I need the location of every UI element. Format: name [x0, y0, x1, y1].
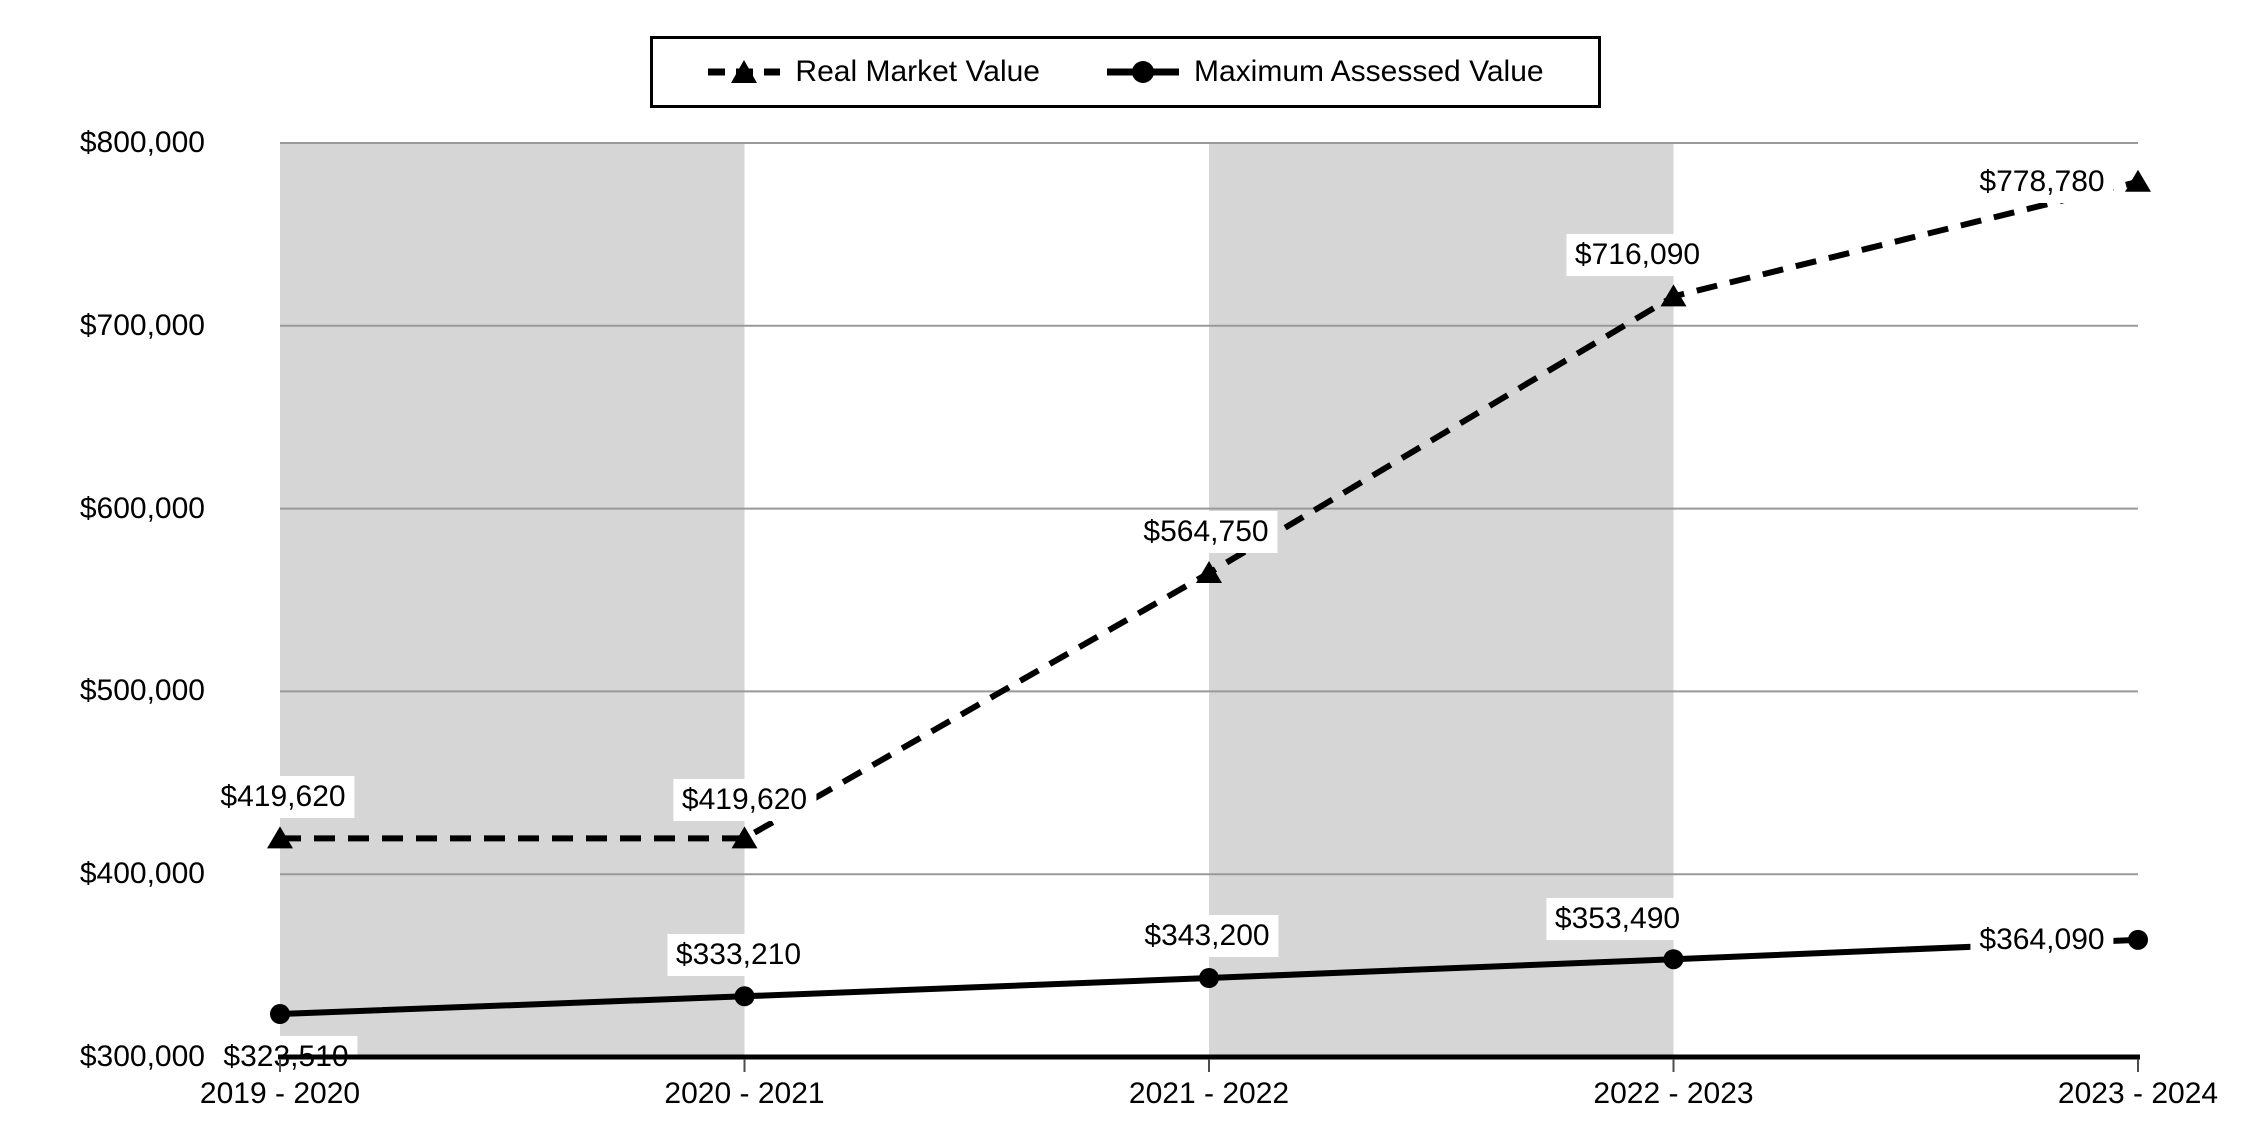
- y-axis-label: $400,000: [79, 857, 205, 891]
- x-axis-label: 2019 - 2020: [199, 1077, 361, 1110]
- legend-label-real-market-value: Real Market Value: [795, 55, 1040, 88]
- circle-marker: [270, 1004, 290, 1025]
- data-label-real-market-value: $419,620: [672, 779, 817, 822]
- data-label-maximum-assessed-value: $343,200: [1135, 915, 1279, 958]
- y-axis-label: $700,000: [79, 308, 205, 342]
- circle-marker: [1199, 968, 1219, 989]
- solid-line-circle-icon: [1106, 61, 1179, 83]
- data-label-maximum-assessed-value: $323,510: [214, 1036, 358, 1079]
- legend-label-maximum-assessed-value: Maximum Assessed Value: [1193, 55, 1544, 88]
- plot-band: [280, 143, 745, 1057]
- data-label-real-market-value: $564,750: [1134, 511, 1278, 554]
- circle-marker: [2128, 929, 2148, 950]
- x-axis-label: 2021 - 2022: [1128, 1077, 1290, 1110]
- dashed-line-triangle-icon: [708, 60, 781, 83]
- data-label-real-market-value: $716,090: [1565, 234, 1710, 277]
- circle-marker: [1663, 949, 1684, 970]
- legend: Real Market Value Maximum Assessed Value: [650, 36, 1601, 108]
- x-axis-label: 2023 - 2024: [2057, 1077, 2219, 1110]
- triangle-marker: [1196, 561, 1222, 584]
- triangle-marker: [731, 826, 758, 849]
- legend-item-real-market-value: Real Market Value: [707, 55, 1040, 89]
- x-axis-label: 2022 - 2023: [1593, 1077, 1754, 1110]
- triangle-marker: [1660, 284, 1687, 307]
- legend-item-maximum-assessed-value: Maximum Assessed Value: [1106, 55, 1544, 89]
- data-label-maximum-assessed-value: $364,090: [1970, 918, 2114, 961]
- data-label-maximum-assessed-value: $353,490: [1545, 898, 1690, 941]
- y-axis-label: $600,000: [79, 491, 205, 525]
- data-label-real-market-value: $419,620: [211, 776, 355, 819]
- circle-marker: [734, 986, 755, 1007]
- y-axis-label: $300,000: [79, 1040, 205, 1073]
- data-label-real-market-value: $778,780: [1970, 160, 2114, 203]
- y-axis-label: $500,000: [79, 674, 205, 708]
- triangle-marker: [2125, 169, 2151, 192]
- x-axis-label: 2020 - 2021: [664, 1077, 825, 1110]
- y-axis-label: $800,000: [79, 126, 205, 159]
- triangle-marker: [267, 826, 293, 849]
- data-label-maximum-assessed-value: $333,210: [666, 934, 811, 977]
